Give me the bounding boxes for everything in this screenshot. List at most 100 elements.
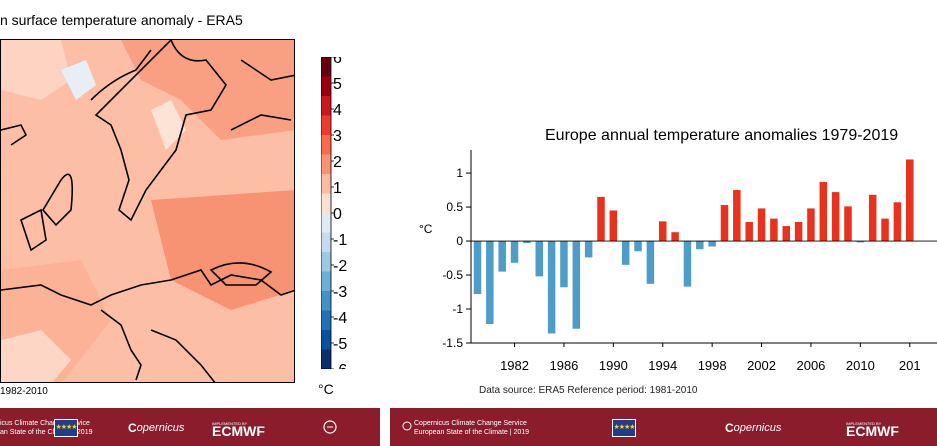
colorbar: 6 5 4 3 2 1 0 -1 -2 -3 -4 -5 -6 xyxy=(320,50,361,379)
bar-1997 xyxy=(696,241,704,250)
colorbar-label: 3 xyxy=(333,128,342,145)
colorbar-graphic: 6 5 4 3 2 1 0 -1 -2 -3 -4 -5 -6 xyxy=(320,50,347,379)
footer-text-line-2: an State of the Climate | 2019 xyxy=(0,429,93,436)
colorbar-block xyxy=(321,174,331,194)
c3s-logo-icon xyxy=(322,419,338,435)
bar-1987 xyxy=(572,241,581,329)
bar-2005 xyxy=(794,222,803,242)
colorbar-block xyxy=(321,213,331,233)
bar-1996 xyxy=(683,241,692,287)
y-tick-label: 0 xyxy=(456,234,463,248)
right-footer-banner: Copernicus Climate Change Service Europe… xyxy=(390,408,937,446)
map-reference-period: 1982-2010 xyxy=(0,386,48,397)
anomaly-map xyxy=(0,39,295,383)
colorbar-label: 2 xyxy=(333,154,342,171)
bar-1986 xyxy=(560,241,568,288)
bar-1993 xyxy=(646,241,655,284)
bar-1990 xyxy=(609,210,618,242)
colorbar-block xyxy=(321,76,331,97)
map-panel: n surface temperature anomaly - ERA5 xyxy=(0,0,380,446)
colorbar-block xyxy=(321,57,331,77)
y-tick-label: -0.5 xyxy=(442,268,463,282)
bar-1988 xyxy=(584,241,593,258)
bar-2006 xyxy=(807,208,815,242)
colorbar-label: 1 xyxy=(333,180,342,197)
colorbar-block xyxy=(321,115,331,136)
eu-flag-logo: ★★★★ xyxy=(54,419,78,437)
colorbar-label: -4 xyxy=(333,310,347,327)
colorbar-block xyxy=(321,193,331,214)
eu-flag-logo: ★★★★ xyxy=(612,419,636,437)
footer-text-line-2: European State of the Climate | 2019 xyxy=(414,429,530,436)
bar-chart: -1.5 -1 -0.5 0 0.5 1 1982 1986 1990 1994 1998 2002 2… xyxy=(442,150,937,373)
colorbar-block xyxy=(321,252,331,272)
bar-2012 xyxy=(881,218,889,242)
colorbar-unit: °C xyxy=(318,381,334,397)
x-tick-label: 1982 xyxy=(500,358,529,373)
colorbar-block xyxy=(321,135,331,155)
colorbar-label: -2 xyxy=(333,258,347,275)
y-tick-label: -1 xyxy=(452,302,463,316)
chart-source: Data source: ERA5 Reference period: 1981… xyxy=(479,385,698,396)
bar-1999 xyxy=(720,205,729,242)
colorbar-label: -1 xyxy=(333,232,347,249)
ecmwf-logo: IMPLEMENTED BY ECMWF xyxy=(846,421,899,439)
bar-2007 xyxy=(819,181,828,242)
chart-title: Europe annual temperature anomalies 1979… xyxy=(545,127,899,144)
bar-1983 xyxy=(523,241,531,244)
colorbar-block xyxy=(321,232,331,253)
colorbar-label: -5 xyxy=(333,336,347,353)
bar-1998 xyxy=(708,241,716,247)
colorbar-label: -3 xyxy=(333,284,347,301)
colorbar-block xyxy=(321,330,331,350)
left-footer-banner: icus Climate Change Service an State of … xyxy=(0,408,380,446)
bar-2010 xyxy=(856,241,865,243)
footer-text-line-1: Copernicus Climate Change Service xyxy=(414,420,527,427)
colorbar-label: -6 xyxy=(333,362,347,369)
eu-flag-icon: ★★★★ xyxy=(54,419,78,437)
x-tick-label: 1986 xyxy=(549,358,578,373)
x-tick-label: 2002 xyxy=(747,358,776,373)
bar-1995 xyxy=(671,232,679,242)
colorbar-label: 0 xyxy=(333,206,342,223)
colorbar-label: 5 xyxy=(333,76,342,93)
colorbar-block xyxy=(321,271,331,292)
bar-2011 xyxy=(868,194,877,242)
bar-1981 xyxy=(498,241,506,272)
bar-2013 xyxy=(893,202,902,242)
x-tick-label: 1990 xyxy=(599,358,628,373)
colorbar-block xyxy=(321,154,331,175)
x-tick-label: 201 xyxy=(899,358,921,373)
eu-flag-icon: ★★★★ xyxy=(612,419,636,437)
bar-2003 xyxy=(770,218,778,242)
bar-1985 xyxy=(547,241,556,334)
y-tick-label: 0.5 xyxy=(446,200,463,214)
bar-2001 xyxy=(745,222,753,242)
x-tick-label: 2006 xyxy=(796,358,825,373)
colorbar-block xyxy=(321,96,331,116)
colorbar-block xyxy=(321,310,331,331)
map-title: n surface temperature anomaly - ERA5 xyxy=(0,12,243,28)
y-axis-label: °C xyxy=(419,222,433,236)
y-tick-label: -1.5 xyxy=(442,336,463,350)
bar-2000 xyxy=(733,190,741,242)
bar-2008 xyxy=(831,192,840,242)
x-tick-label: 1998 xyxy=(698,358,727,373)
colorbar-block xyxy=(321,291,331,311)
bar-1984 xyxy=(535,241,543,277)
colorbar-label: 6 xyxy=(333,57,342,67)
x-tick-label: 1994 xyxy=(648,358,677,373)
bar-1989 xyxy=(597,196,605,242)
bar-1982 xyxy=(510,241,519,263)
colorbar-block xyxy=(321,349,331,370)
bar-2002 xyxy=(757,208,766,242)
ecmwf-logo: IMPLEMENTED BY ECMWF xyxy=(212,421,265,439)
bar-1980 xyxy=(486,241,494,324)
europe-map-graphic xyxy=(1,40,294,382)
bar-2009 xyxy=(844,206,852,242)
chart-panel: Europe annual temperature anomalies 1979… xyxy=(390,0,937,446)
bar-1991 xyxy=(621,241,630,265)
bar-2014 xyxy=(906,159,914,242)
